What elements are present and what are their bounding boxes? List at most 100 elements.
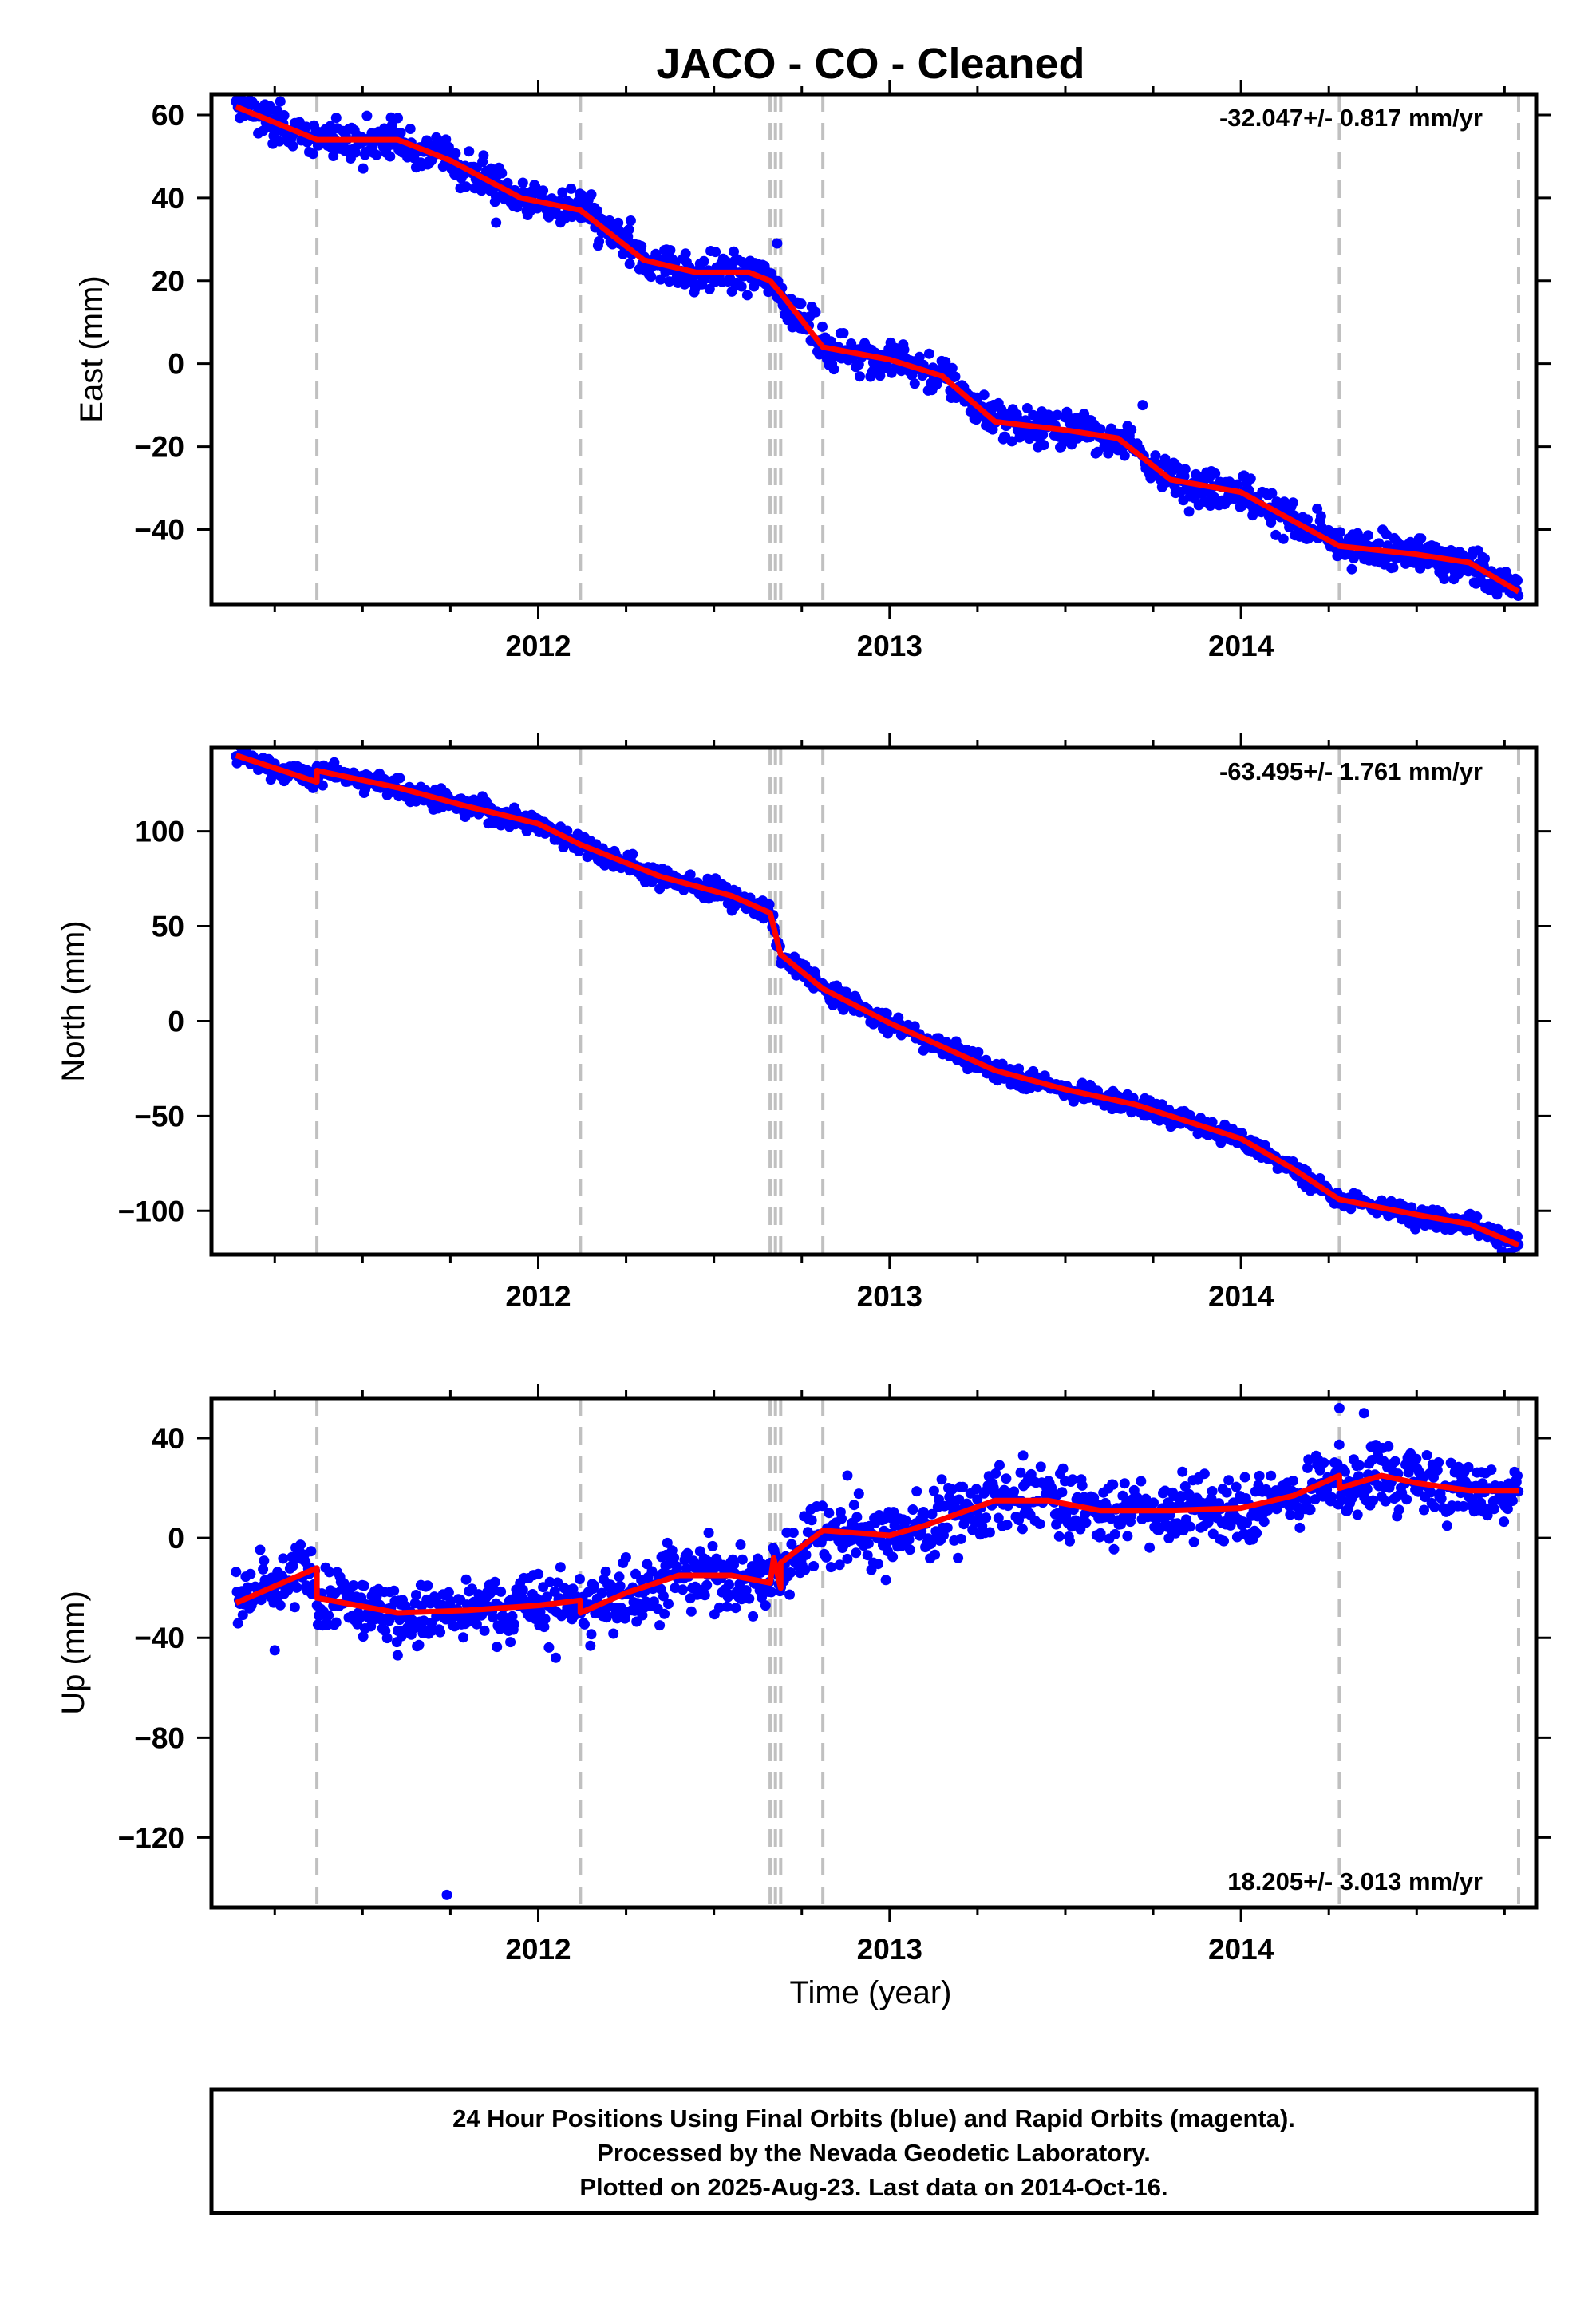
east-data-point	[899, 344, 910, 355]
north-x-tick-label: 2014	[1208, 1280, 1274, 1313]
up-data-point	[1361, 1484, 1373, 1495]
up-data-point	[981, 1512, 992, 1524]
up-data-point	[601, 1612, 612, 1623]
east-data-point	[385, 151, 396, 162]
north-plot-frame	[209, 745, 1539, 1257]
up-data-point	[1219, 1535, 1229, 1547]
east-data-point	[1373, 538, 1385, 549]
up-data-point	[958, 1481, 969, 1492]
up-data-point	[1223, 1475, 1235, 1486]
up-data-point	[507, 1611, 518, 1622]
up-data-point	[786, 1539, 797, 1550]
up-data-point	[967, 1524, 978, 1535]
up-data-point	[291, 1582, 302, 1593]
up-data-point	[330, 1617, 342, 1628]
east-data-point	[1266, 488, 1278, 499]
up-data-point	[1239, 1472, 1250, 1483]
east-data-point	[330, 113, 342, 124]
up-outlier-point	[441, 1889, 452, 1900]
up-data-point	[542, 1591, 552, 1603]
up-y-tick-label: 40	[152, 1422, 184, 1455]
up-data-point	[1109, 1529, 1120, 1539]
east-data-point	[810, 306, 821, 318]
east-outlier-point	[1137, 400, 1148, 411]
up-data-point	[1231, 1481, 1242, 1492]
east-data-point	[1038, 440, 1049, 451]
up-data-point	[942, 1522, 953, 1533]
up-data-point	[1122, 1531, 1133, 1542]
north-y-tick-label: −50	[134, 1100, 184, 1132]
up-data-point	[1067, 1474, 1078, 1485]
chart-title: JACO - CO - Cleaned	[656, 40, 1084, 88]
east-data-point	[478, 150, 489, 161]
up-data-point	[255, 1544, 266, 1555]
east-x-tick-label: 2014	[1208, 630, 1274, 662]
east-data-point	[1315, 511, 1326, 522]
up-data-point	[1148, 1497, 1159, 1508]
east-x-tick-label: 2013	[857, 630, 922, 662]
up-data-point	[287, 1560, 298, 1571]
east-data-point	[496, 168, 508, 179]
east-data-point	[1278, 533, 1289, 544]
up-data-point	[1441, 1520, 1452, 1531]
up-data-point	[670, 1583, 681, 1594]
east-data-point	[729, 246, 739, 257]
up-data-point	[984, 1527, 995, 1538]
east-data-point	[1439, 574, 1450, 584]
east-data-point	[275, 96, 286, 107]
footnote-line-3: Plotted on 2025-Aug-23. Last data on 201…	[579, 2173, 1167, 2201]
up-data-point	[900, 1516, 911, 1527]
east-data-point	[909, 378, 920, 389]
up-data-point	[544, 1576, 555, 1587]
east-data-point	[914, 351, 925, 362]
up-data-point	[848, 1500, 859, 1511]
up-data-point	[907, 1504, 918, 1515]
east-data-point	[646, 271, 657, 283]
up-data-point	[282, 1584, 294, 1595]
up-data-point	[721, 1601, 733, 1612]
up-data-point	[1184, 1521, 1195, 1532]
up-data-point	[671, 1561, 682, 1572]
up-outlier-point	[551, 1652, 562, 1663]
up-data-point	[955, 1533, 966, 1544]
up-data-point	[1179, 1481, 1191, 1492]
east-data-point	[1159, 453, 1171, 464]
east-data-point	[517, 177, 528, 188]
north-y-axis-label: North (mm)	[56, 920, 91, 1081]
east-data-point	[328, 151, 339, 161]
up-data-point	[834, 1559, 845, 1571]
up-data-point	[1254, 1470, 1265, 1481]
east-outlier-point	[772, 238, 783, 249]
north-points	[231, 748, 1524, 1255]
up-data-point	[853, 1488, 864, 1500]
east-data-point	[361, 110, 373, 121]
east-data-point	[828, 364, 839, 375]
up-data-point	[1108, 1479, 1119, 1490]
up-data-point	[703, 1528, 714, 1539]
east-data-point	[393, 113, 403, 124]
up-data-point	[1463, 1461, 1474, 1472]
up-data-point	[669, 1552, 680, 1563]
east-data-point	[698, 255, 709, 267]
east-data-point	[307, 148, 318, 160]
up-data-point	[800, 1549, 812, 1560]
up-data-point	[275, 1599, 286, 1611]
north-data-point	[1207, 1117, 1218, 1128]
up-data-point	[232, 1618, 243, 1629]
up-data-point	[614, 1580, 626, 1591]
east-data-point	[1346, 563, 1357, 575]
up-data-point	[699, 1590, 710, 1601]
north-rate-label: -63.495+/- 1.761 mm/yr	[1219, 757, 1483, 785]
up-data-point	[422, 1580, 433, 1591]
up-data-point	[662, 1537, 673, 1548]
up-data-point	[1429, 1501, 1440, 1512]
up-data-point	[824, 1508, 835, 1519]
up-data-point	[1119, 1478, 1130, 1489]
up-data-point	[1507, 1496, 1518, 1506]
east-data-point	[279, 110, 290, 121]
up-data-point	[1057, 1487, 1068, 1498]
up-data-point	[479, 1625, 490, 1636]
up-data-point	[460, 1574, 472, 1585]
up-data-point	[458, 1632, 468, 1643]
